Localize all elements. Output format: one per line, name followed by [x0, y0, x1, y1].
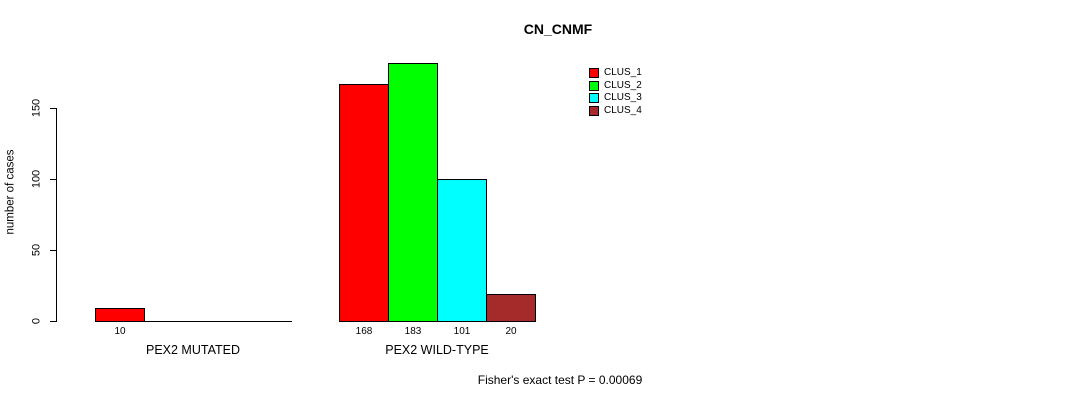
legend-row-clus_1: CLUS_1 [589, 67, 642, 80]
legend-label: CLUS_3 [604, 92, 642, 104]
x-category-label: PEX2 MUTATED [146, 343, 240, 357]
legend: CLUS_1 CLUS_2 CLUS_3 CLUS_4 [589, 67, 642, 117]
y-axis-line [56, 108, 57, 322]
y-tick-100 [50, 179, 57, 180]
bar-value-label: 20 [505, 326, 517, 337]
legend-swatch-icon [589, 106, 599, 117]
y-tick-label-0: 0 [30, 317, 43, 325]
bar-clus_4-group2 [486, 294, 536, 322]
y-tick-label-150: 150 [30, 98, 43, 118]
chart-title: CN_CNMF [523, 21, 593, 37]
legend-row-clus_4: CLUS_4 [589, 105, 642, 118]
y-tick-label-100: 100 [30, 169, 43, 189]
bar-clus_2-group2 [388, 63, 438, 322]
legend-swatch-icon [589, 68, 599, 79]
x-category-label: PEX2 WILD-TYPE [385, 343, 489, 357]
bar-clus_1-group1 [95, 308, 145, 322]
y-tick-150 [50, 108, 57, 109]
bar-clus_3-group2 [437, 179, 487, 322]
legend-label: CLUS_2 [604, 79, 642, 91]
group-baseline [95, 321, 292, 322]
bar-value-label: 10 [114, 326, 126, 337]
legend-row-clus_2: CLUS_2 [589, 80, 642, 93]
bar-value-label: 101 [453, 326, 471, 337]
y-axis-title: number of cases [4, 149, 17, 235]
legend-swatch-icon [589, 80, 599, 91]
y-tick-0 [50, 321, 57, 322]
fisher-test-annotation: Fisher's exact test P = 0.00069 [477, 373, 643, 387]
legend-label: CLUS_4 [604, 105, 642, 117]
bar-value-label: 183 [404, 326, 422, 337]
bar-value-label: 168 [355, 326, 373, 337]
legend-label: CLUS_1 [604, 67, 642, 79]
y-tick-label-50: 50 [30, 243, 43, 257]
legend-swatch-icon [589, 93, 599, 104]
legend-row-clus_3: CLUS_3 [589, 92, 642, 105]
y-tick-50 [50, 250, 57, 251]
bar-clus_1-group2 [339, 84, 389, 322]
